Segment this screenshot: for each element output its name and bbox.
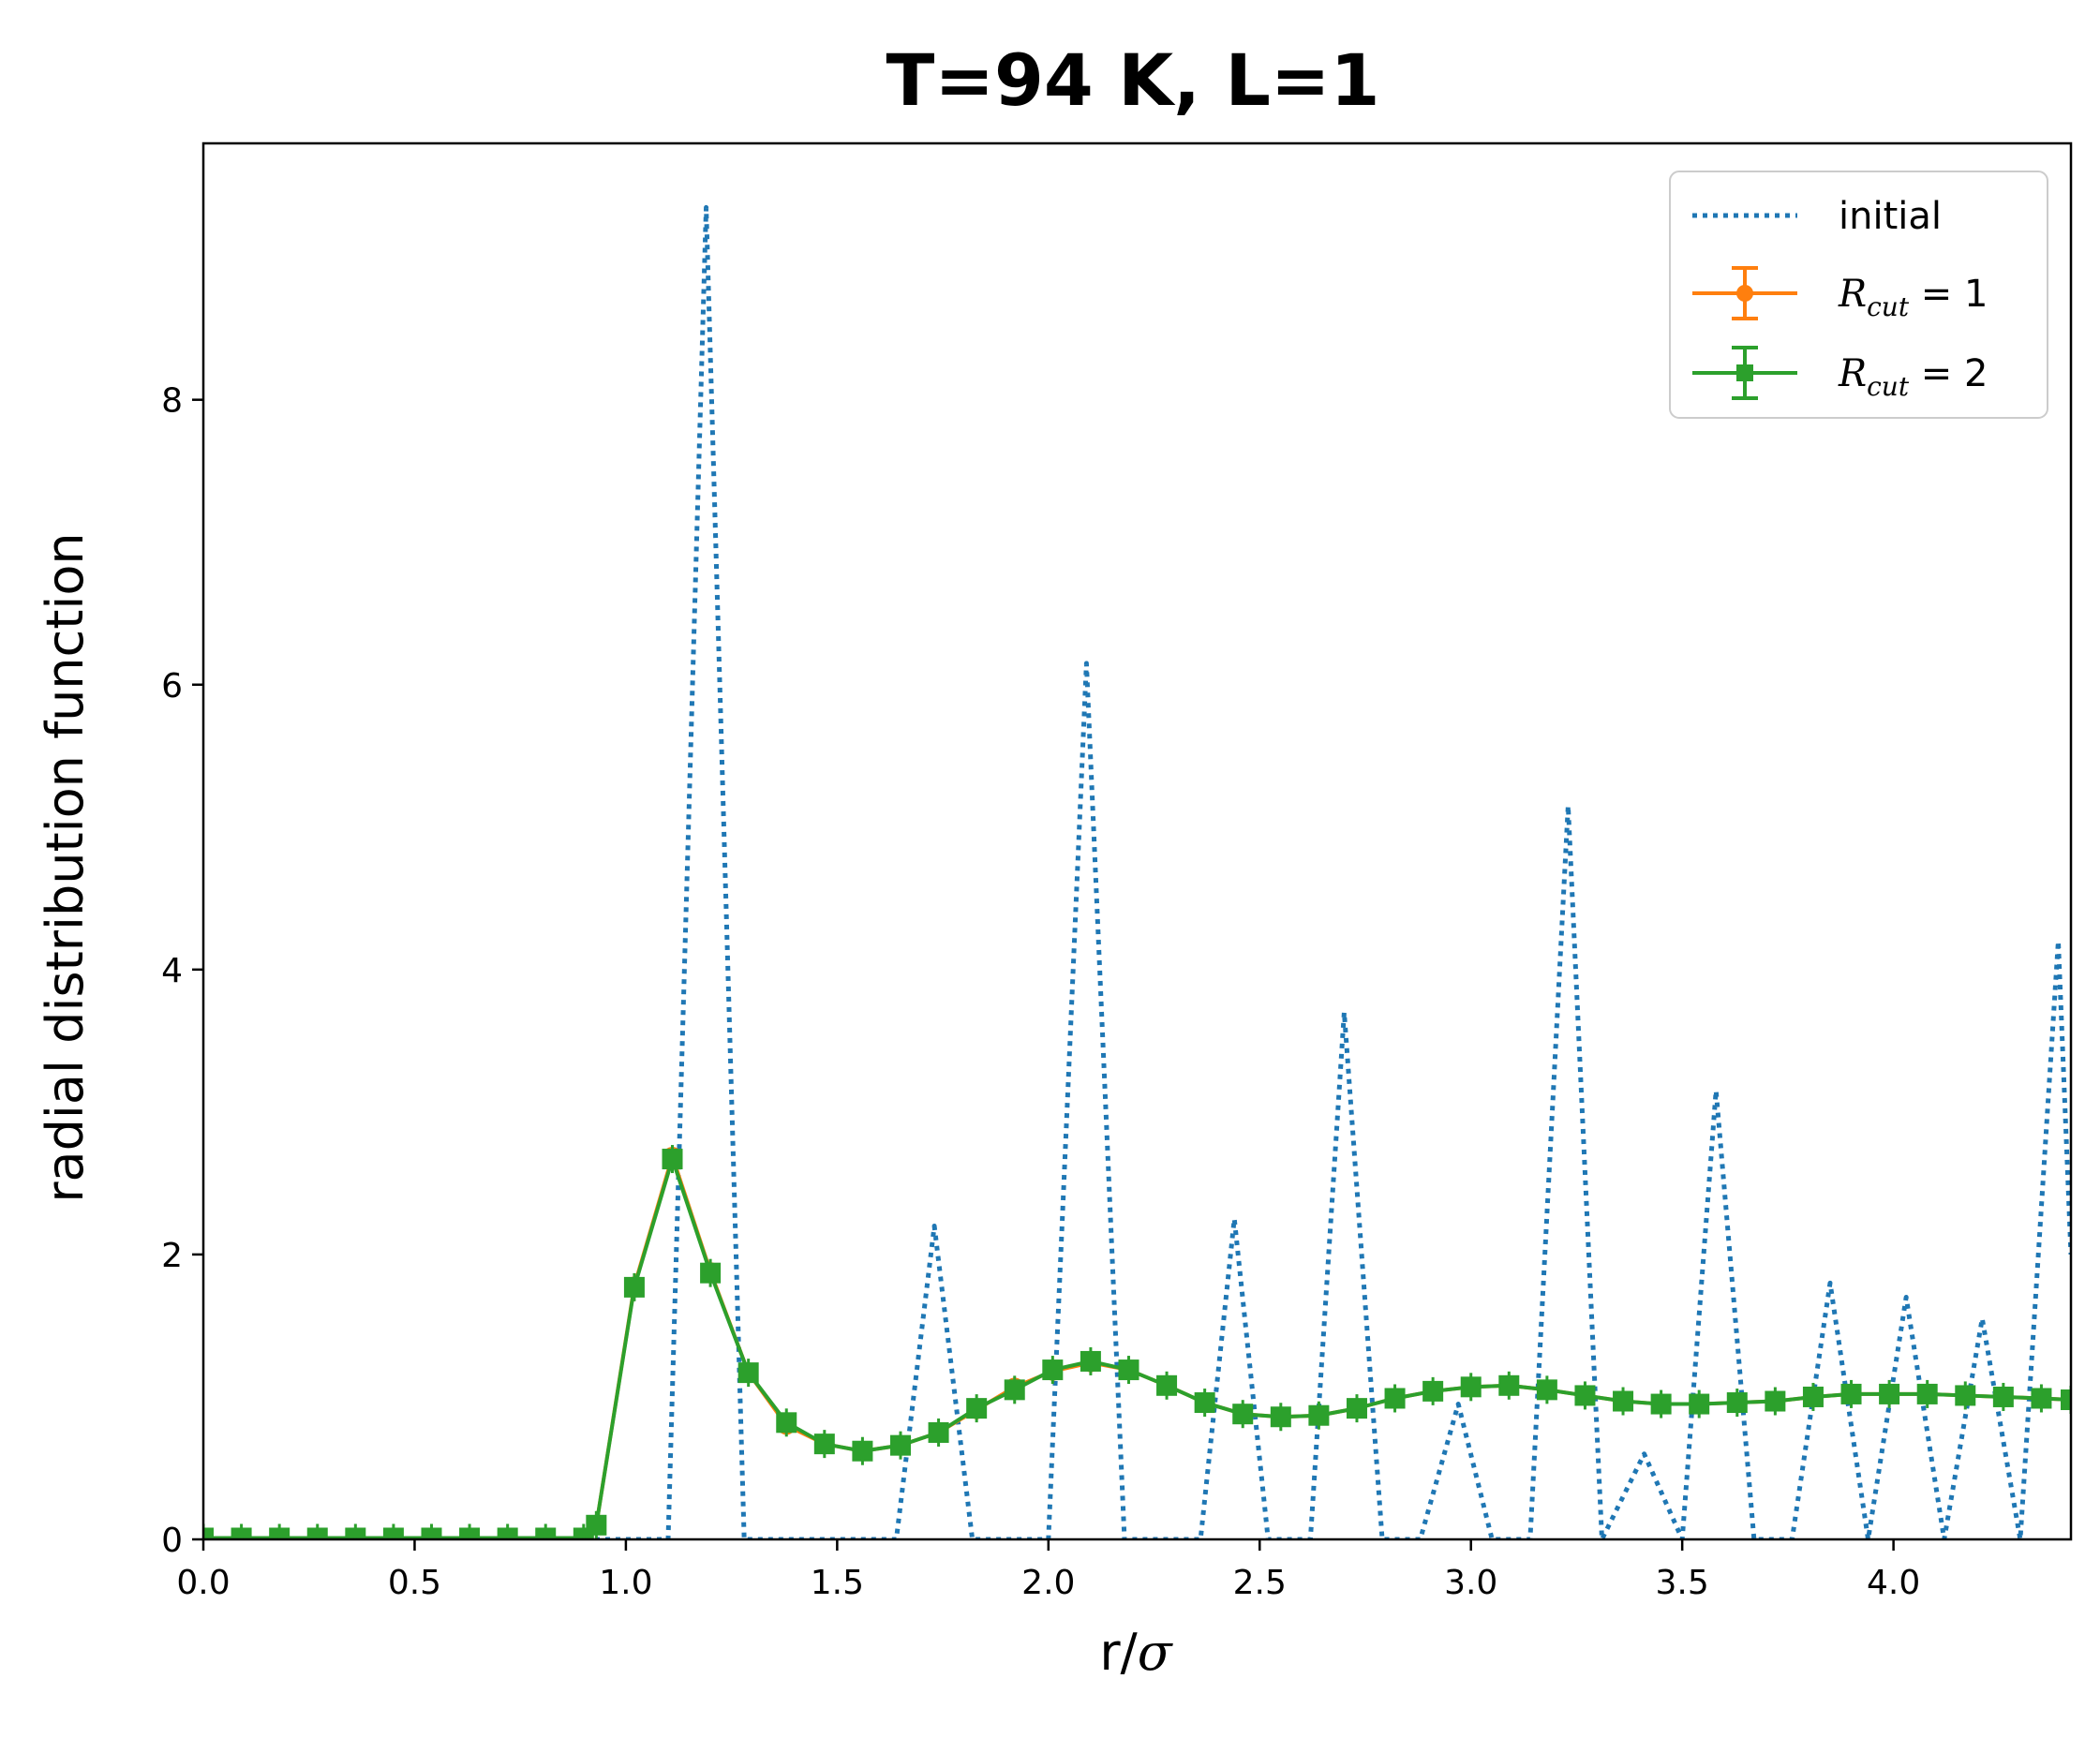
- x-ticks: 0.0 0.5 1.0 1.5 2.0 2.5 3.0 3.5 4.0: [176, 1539, 1920, 1602]
- x-tick-label: 0.5: [388, 1564, 441, 1602]
- legend-label-rcut2: Rcut = 2: [1838, 352, 1988, 402]
- x-tick-label: 4.0: [1867, 1564, 1920, 1602]
- x-tick-label: 1.5: [811, 1564, 864, 1602]
- x-tick-label: 2.0: [1021, 1564, 1075, 1602]
- x-axis-label-main: r/: [1099, 1623, 1138, 1682]
- y-ticks: 0 2 4 6 8: [161, 382, 203, 1560]
- x-tick-label: 3.0: [1444, 1564, 1497, 1602]
- x-tick-label: 3.5: [1656, 1564, 1709, 1602]
- y-tick-label: 6: [161, 667, 183, 706]
- series-rcut2: [203, 1145, 2071, 1539]
- x-axis-label: r/σ: [1099, 1623, 1173, 1682]
- data-point: [203, 1527, 214, 1539]
- series-layer: [203, 204, 2071, 1539]
- legend-marker-rcut2: [1692, 346, 1797, 400]
- x-tick-label: 0.0: [176, 1564, 230, 1602]
- y-tick-label: 4: [161, 952, 183, 990]
- x-tick-label: 1.0: [599, 1564, 652, 1602]
- chart-title: T=94 K, L=1: [886, 38, 1380, 122]
- data-point: [2061, 1389, 2071, 1410]
- y-tick-label: 0: [161, 1522, 183, 1560]
- axes-frame: [201, 141, 2073, 1541]
- y-axis-label: radial distribution function: [36, 532, 95, 1202]
- y-tick-label: 8: [161, 382, 183, 421]
- x-tick-label: 2.5: [1233, 1564, 1287, 1602]
- legend-label-rcut1: Rcut = 1: [1838, 273, 1988, 322]
- x-axis-label-symbol: σ: [1138, 1623, 1174, 1682]
- legend: initial Rcut = 1 Rcut = 2: [1669, 171, 2048, 419]
- legend-label-initial: initial: [1839, 195, 1942, 238]
- legend-box: [1669, 171, 2048, 419]
- y-tick-label: 2: [161, 1237, 183, 1275]
- legend-marker-rcut1: [1692, 266, 1797, 320]
